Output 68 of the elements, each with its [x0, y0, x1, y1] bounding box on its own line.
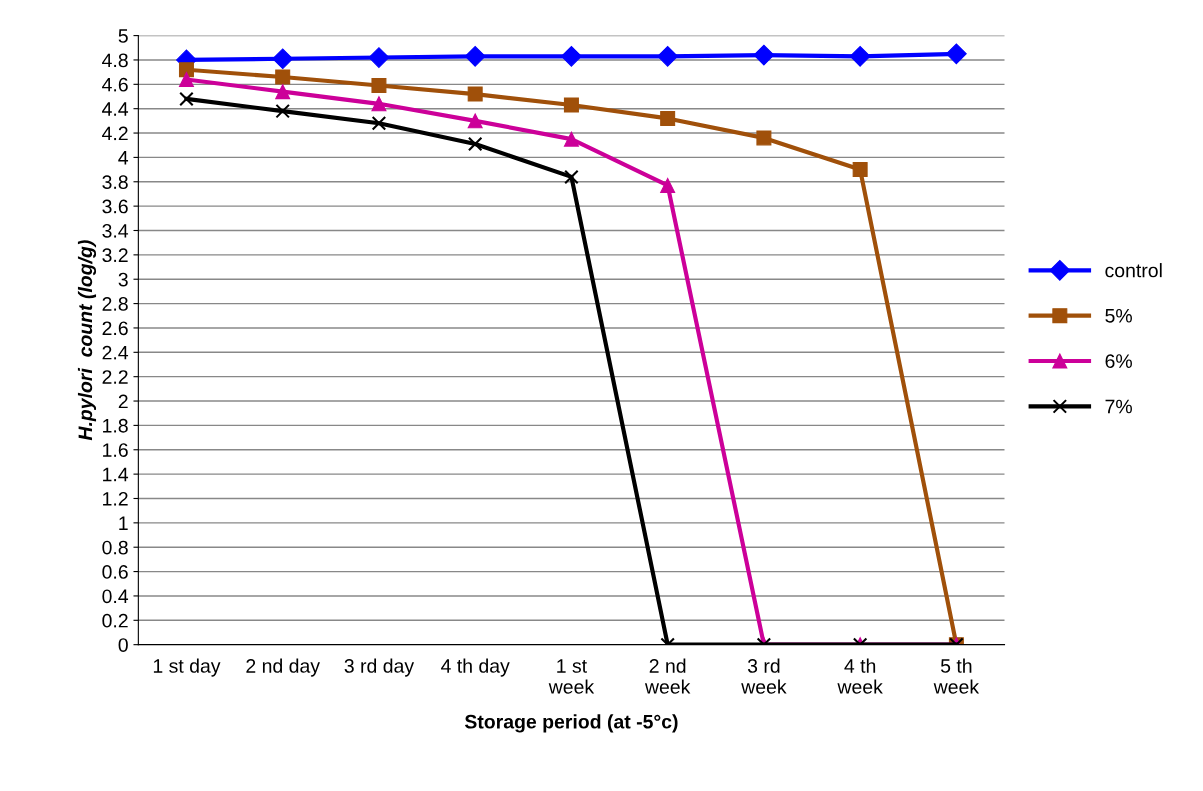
y-tick-label: 1.8	[103, 418, 128, 433]
point	[275, 84, 291, 100]
y-tick-label: 1.4	[103, 467, 129, 482]
point	[564, 169, 579, 185]
legend-label: control	[1105, 263, 1162, 278]
point	[563, 131, 579, 147]
point	[467, 86, 483, 102]
y-tick-label: 4.2	[102, 126, 128, 141]
point	[371, 96, 387, 112]
point	[464, 45, 486, 67]
y-tick-label: 0.8	[102, 540, 128, 555]
y-tick-label: 0.4	[102, 589, 129, 604]
y-tick-label: 2.8	[102, 297, 128, 311]
x-tick-label: 2 nd week	[644, 658, 691, 694]
y-tick-label: 3.4	[102, 223, 129, 238]
point	[178, 71, 194, 87]
x-tick-label: 3 rd day	[344, 658, 415, 677]
y-axis-title: H.pylori count (log/g)	[77, 240, 97, 441]
y-tick-label: 5	[118, 29, 128, 43]
y-tick-label: 0.2	[102, 613, 128, 628]
x-tick-label: 5 th week	[933, 658, 980, 694]
y-tick-label: 2.4	[102, 345, 129, 360]
y-tick-label: 3.2	[102, 248, 128, 263]
point	[179, 91, 194, 107]
point	[467, 136, 483, 152]
point	[275, 103, 290, 119]
y-tick-label: 2.6	[102, 321, 128, 336]
point	[561, 45, 582, 67]
legend-label: 5%	[1105, 308, 1132, 323]
legend-label: 7%	[1105, 399, 1132, 414]
point	[946, 43, 967, 65]
point	[657, 45, 679, 67]
point	[368, 47, 390, 68]
y-tick-label: 4.8	[102, 53, 128, 68]
point	[272, 48, 294, 70]
y-tick-label: 4	[118, 151, 129, 165]
y-tick-label: 2.2	[102, 370, 128, 384]
point	[563, 97, 579, 113]
point	[371, 78, 387, 94]
y-tick-label: 2	[118, 394, 128, 409]
y-tick-label: 1	[119, 516, 128, 530]
y-tick-label: 4.6	[102, 77, 128, 92]
y-tick-label: 3	[118, 272, 128, 287]
point	[660, 110, 676, 126]
x-tick-label: 2 nd day	[246, 658, 320, 677]
point	[756, 130, 772, 146]
x-tick-label: 1 st week	[548, 659, 595, 694]
x-axis-title: Storage period (at -5°c)	[464, 714, 678, 733]
y-tick-label: 1.2	[103, 491, 128, 506]
x-tick-label: 1 st day	[153, 658, 221, 677]
legend-label: 6%	[1105, 354, 1132, 369]
point	[467, 113, 483, 129]
point	[753, 44, 775, 66]
point	[275, 69, 291, 85]
x-tick-label: 3 rd week	[741, 658, 787, 694]
y-tick-label: 1.6	[103, 443, 128, 457]
y-tick-label: 4.4	[102, 102, 129, 116]
x-tick-label: 4 th week	[837, 658, 883, 694]
y-tick-label: 3.8	[102, 175, 128, 190]
y-tick-label: 0.6	[102, 565, 128, 579]
point	[852, 162, 868, 178]
x-tick-label: 4 th day	[441, 658, 510, 677]
point	[371, 116, 387, 131]
point	[849, 45, 871, 67]
y-tick-label: 3.6	[102, 199, 128, 214]
point	[660, 177, 676, 193]
point	[178, 62, 194, 78]
y-tick-label: 0	[118, 638, 128, 652]
